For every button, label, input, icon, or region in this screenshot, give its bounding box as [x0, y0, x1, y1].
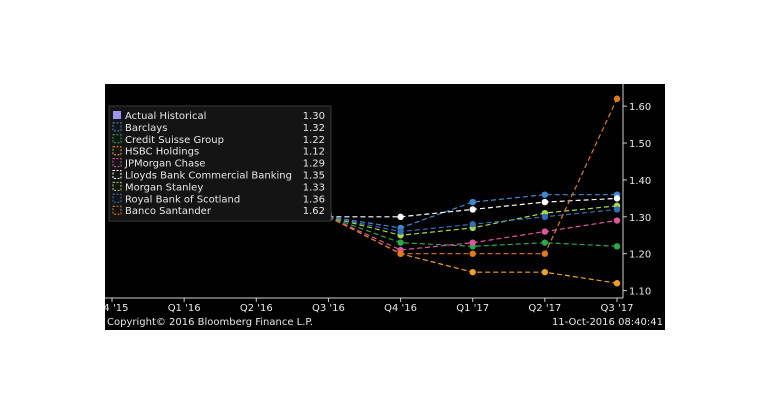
chart-canvas: Q4 '15 Q1 '16 Q2 '16 Q3 '16 Q4 '16 Q1 '17 Q2 '… [105, 84, 651, 314]
legend-label-hsbc-holdings: HSBC Holdings [125, 147, 199, 158]
data-point-lloyds-bank-commercial-banking [397, 213, 404, 221]
series-line-barclays [328, 194, 617, 229]
legend-swatch-hsbc-holdings [112, 146, 122, 156]
data-point-jpmorgan-chase [469, 239, 476, 246]
legend-value-credit-suisse-group: 1.22 [303, 135, 325, 146]
data-point-credit-suisse-group [613, 243, 621, 250]
data-point-credit-suisse-group [397, 239, 404, 246]
y-tick-label: 1.40 [629, 176, 651, 187]
y-tick-label: 1.50 [629, 139, 651, 150]
data-point-credit-suisse-group [541, 239, 549, 246]
x-tick-label: Q1 '17 [456, 303, 489, 314]
data-point-hsbc-holdings [613, 280, 621, 287]
legend-label-lloyds-bank-commercial-banking: Lloyds Bank Commercial Banking [125, 171, 292, 182]
legend-label-barclays: Barclays [125, 123, 167, 134]
data-point-royal-bank-of-scotland [469, 221, 476, 228]
legend-label-morgan-stanley: Morgan Stanley [125, 182, 203, 193]
x-tick-label: Q2 '16 [240, 303, 273, 314]
data-point-jpmorgan-chase [541, 228, 549, 235]
data-point-lloyds-bank-commercial-banking [541, 198, 549, 206]
legend-value-hsbc-holdings: 1.12 [303, 147, 325, 158]
data-point-hsbc-holdings [541, 268, 549, 276]
x-tick-label: Q4 '16 [384, 303, 417, 314]
data-point-barclays [469, 198, 476, 206]
x-tick-label: Q2 '17 [528, 303, 561, 314]
data-point-royal-bank-of-scotland [613, 206, 621, 213]
legend-value-barclays: 1.32 [303, 123, 325, 134]
x-tick-label: Q1 '16 [168, 303, 201, 314]
data-point-hsbc-holdings [469, 268, 476, 276]
data-point-banco-santander [469, 250, 476, 257]
legend-value-actual-historical: 1.30 [303, 111, 325, 122]
copyright-text: Copyright© 2016 Bloomberg Finance L.P. [107, 317, 314, 328]
legend-value-morgan-stanley: 1.33 [303, 182, 325, 193]
legend-swatch-barclays [112, 122, 122, 132]
legend-value-royal-bank-of-scotland: 1.36 [303, 194, 325, 205]
x-tick-label: Q3 '16 [312, 303, 345, 314]
data-point-lloyds-bank-commercial-banking [469, 206, 476, 213]
legend-box [108, 105, 332, 222]
legend-label-actual-historical: Actual Historical [125, 111, 206, 122]
legend-label-banco-santander: Banco Santander [125, 206, 212, 217]
data-point-royal-bank-of-scotland [541, 213, 549, 221]
chart-frame: Q4 '15 Q1 '16 Q2 '16 Q3 '16 Q4 '16 Q1 '17 Q2 '… [105, 84, 665, 330]
legend-swatch-lloyds-bank-commercial-banking [112, 170, 122, 179]
y-tick-label: 1.10 [629, 287, 651, 298]
data-point-lloyds-bank-commercial-banking [613, 195, 621, 202]
legend-value-jpmorgan-chase: 1.29 [303, 159, 325, 170]
timestamp-text: 11-Oct-2016 08:40:41 [551, 317, 663, 328]
data-point-banco-santander [613, 95, 621, 102]
y-tick-label: 1.60 [629, 102, 651, 113]
data-point-banco-santander [541, 250, 549, 257]
legend-value-lloyds-bank-commercial-banking: 1.35 [303, 171, 325, 182]
legend-swatch-morgan-stanley [112, 181, 122, 191]
legend-label-royal-bank-of-scotland: Royal Bank of Scotland [125, 194, 240, 205]
legend-swatch-banco-santander [112, 205, 122, 215]
series-line-jpmorgan-chase [328, 216, 618, 251]
x-tick-label: Q3 '17 [601, 303, 634, 314]
legend-swatch-royal-bank-of-scotland [112, 193, 122, 203]
legend-swatch-actual-historical [113, 111, 121, 119]
x-tick-label: Q4 '15 [105, 303, 128, 314]
data-point-royal-bank-of-scotland [397, 228, 404, 235]
legend-label-credit-suisse-group: Credit Suisse Group [125, 135, 224, 146]
data-point-barclays [541, 191, 549, 198]
legend-value-banco-santander: 1.62 [303, 206, 325, 217]
legend-label-jpmorgan-chase: JPMorgan Chase [124, 159, 205, 170]
y-tick-label: 1.30 [629, 213, 651, 224]
data-point-banco-santander [397, 250, 404, 257]
data-point-jpmorgan-chase [613, 217, 621, 224]
y-tick-label: 1.20 [629, 250, 651, 261]
